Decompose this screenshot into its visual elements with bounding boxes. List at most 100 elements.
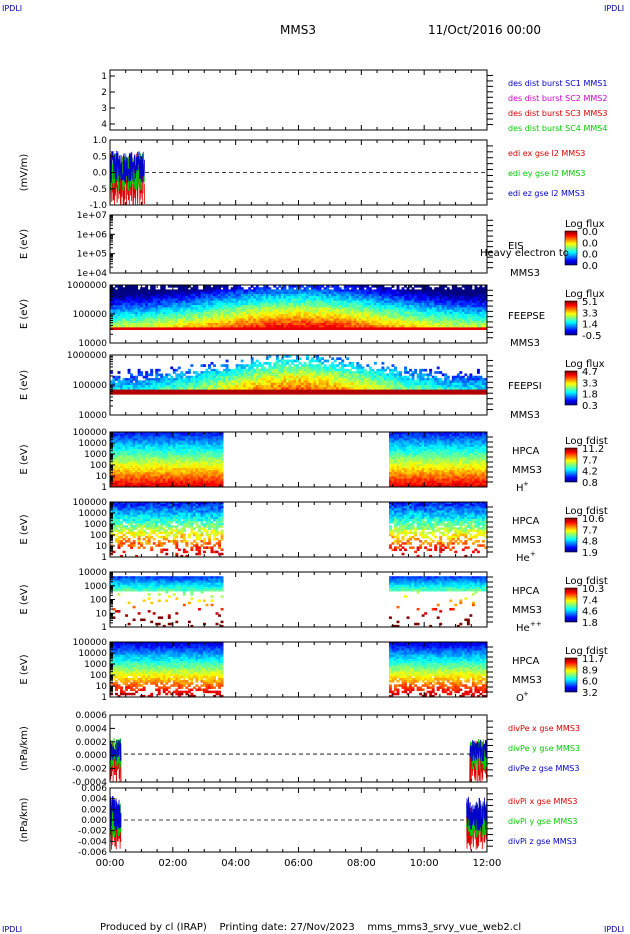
feeps-ion-cell [361,385,365,388]
feeps-electron-cell [225,322,229,326]
feeps-electron-cell [441,305,445,308]
feeps-electron-cell [185,289,189,293]
feeps-electron-cell [311,305,314,308]
feeps-electron-cell [210,289,214,293]
feeps-electron-cell [361,316,365,319]
feeps-ion-cell [112,375,116,379]
feeps-electron-cell [373,327,377,331]
feeps-ion-cell [283,373,287,377]
feeps-electron-cell [228,296,232,299]
feeps-electron-cell [195,318,199,322]
feeps-electron-cell [253,327,257,331]
feeps-electron-cell [406,325,410,328]
feeps-electron-cell [120,300,123,304]
feeps-electron-cell [280,298,284,302]
feeps-ion-cell [205,375,209,379]
eis-frame [109,214,488,274]
feeps-ion-cell [290,389,294,393]
feeps-electron-cell [406,320,410,324]
feeps-ion-cell [255,382,259,386]
feeps-ion-cell [260,387,264,391]
feeps-electron-cell [285,300,289,304]
feeps-ion-cell [283,375,287,379]
feeps-electron-cell [386,307,390,310]
feeps-electron-cell [202,302,206,306]
feeps-electron-cell [293,293,297,297]
feeps-ion-cell [145,385,149,388]
feeps-electron-cell [130,298,134,302]
feeps-ion-cell [376,389,380,393]
feeps-electron-cell [313,302,317,306]
feeps-electron-cell [461,305,465,308]
feeps-electron-cell [175,320,179,324]
feeps-electron-cell [245,300,249,304]
feeps-electron-cell [371,285,375,288]
feeps-electron-cell [388,318,392,322]
feeps-electron-cell [429,293,433,297]
feeps-electron-cell [223,287,227,290]
feeps-ion-cell [351,387,355,391]
feeps-electron-cell [295,300,299,304]
feeps-electron-cell [331,327,335,331]
feeps-electron-cell [376,285,380,288]
feeps-ion-cell [461,375,465,379]
feeps-ion-cell [155,382,159,386]
feeps-electron-cell [132,311,136,315]
feeps-electron-cell [381,302,385,306]
feeps-electron-cell [333,314,337,317]
feeps-electron-cell [388,307,392,310]
feeps-electron-cell [243,293,247,297]
feeps-ion-cell [313,373,317,377]
feeps-electron-cell [157,300,161,304]
feeps-electron-cell [469,296,473,299]
feeps-electron-cell [280,305,284,308]
feeps-ion-cell [273,368,277,372]
feeps-electron-cell [225,314,229,317]
feeps-ion-cell [248,371,252,374]
feeps-electron-cell [471,309,475,313]
feeps-ion-cell [258,368,262,372]
feeps-electron-cell [373,305,377,308]
feeps-electron-cell [456,320,460,324]
feeps-ion-cell [245,382,249,386]
feeps-electron-cell [399,325,402,328]
feeps-ion-cell [225,391,229,395]
feeps-ion-cell [361,391,365,395]
feeps-electron-cell [378,318,382,322]
feeps-ion-cell [205,373,209,377]
feeps-electron-cell [313,287,317,290]
feeps-electron-cell [170,305,174,308]
feeps-ion-cell [338,373,342,377]
feeps-ion-cell [218,380,221,384]
feeps-electron-cell [474,316,478,319]
feeps-electron-cell [431,316,435,319]
feeps-electron-cell [167,298,171,302]
feeps-electron-cell [444,291,448,295]
feeps-electron-cell [160,305,164,308]
eis-colorbar [564,230,578,266]
feeps-electron-cell [145,289,149,293]
feeps-electron-cell [356,298,360,302]
feeps-electron-cell [220,309,224,313]
feeps-ion-cell [466,387,470,391]
feeps-ion-cell [419,387,423,391]
feeps-electron-cell [140,314,144,317]
feeps-ion-cell [336,375,340,379]
feeps-ion-cell [130,389,134,393]
feeps-electron-cell [263,320,267,324]
feeps-ion-cell [258,364,262,367]
spacecraft-status-frame [109,69,488,131]
feeps-ion-cell [245,378,249,381]
feeps-electron-cell [404,305,407,308]
feeps-ion-cell [409,387,412,391]
feeps-electron-cell [192,291,196,295]
feeps-ion-cell [336,380,340,384]
feeps-ion-cell [145,375,149,379]
feeps-electron-cell [258,293,262,297]
feeps-electron-cell [215,300,219,304]
feeps-electron-cell [348,293,352,297]
feeps-ion-cell [172,371,176,374]
feeps-ion-cell [338,389,342,393]
feeps-electron-cell [424,305,428,308]
feeps-electron-cell [260,298,264,302]
